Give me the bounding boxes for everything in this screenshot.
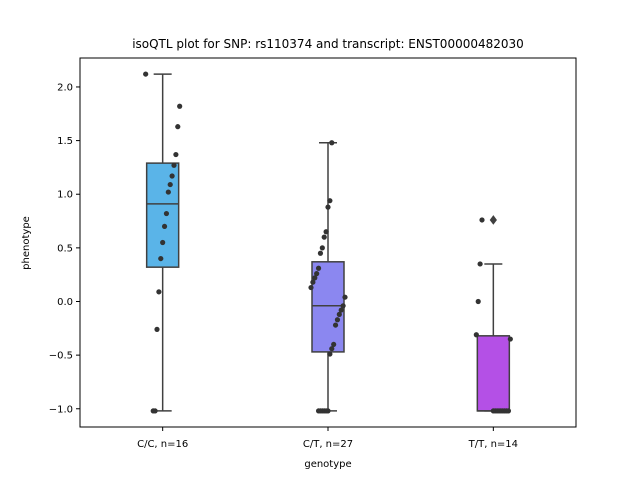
data-point bbox=[336, 311, 342, 317]
data-point bbox=[490, 408, 496, 414]
data-point bbox=[477, 261, 483, 267]
data-point bbox=[479, 217, 485, 223]
y-tick-label: −1.0 bbox=[49, 404, 73, 415]
y-tick-label: 0.5 bbox=[57, 243, 73, 254]
y-tick-label: 0.0 bbox=[57, 297, 73, 308]
data-point bbox=[158, 255, 164, 262]
x-tick-label: C/T, n=27 bbox=[303, 439, 353, 450]
data-point bbox=[161, 223, 168, 230]
chart-title: isoQTL plot for SNP: rs110374 and transc… bbox=[132, 37, 524, 51]
y-axis: −1.0 −0.5 0.0 0.5 1.0 1.5 2.0 bbox=[49, 82, 80, 415]
y-tick-label: 1.5 bbox=[57, 136, 73, 147]
points-layer bbox=[143, 71, 513, 414]
x-tick-label: T/T, n=14 bbox=[468, 439, 518, 450]
y-tick-label: −0.5 bbox=[49, 351, 73, 362]
data-point bbox=[171, 162, 177, 168]
data-point bbox=[154, 326, 160, 332]
data-point bbox=[308, 284, 314, 291]
data-point bbox=[169, 173, 175, 179]
box bbox=[145, 162, 180, 268]
data-point bbox=[314, 271, 320, 277]
data-point bbox=[312, 275, 318, 281]
data-point bbox=[315, 408, 322, 414]
data-point bbox=[331, 341, 337, 348]
data-point bbox=[329, 346, 335, 352]
data-point bbox=[340, 303, 346, 309]
data-point bbox=[317, 250, 324, 256]
data-point bbox=[143, 71, 149, 77]
data-point bbox=[473, 332, 479, 338]
data-point bbox=[310, 279, 316, 285]
data-point bbox=[319, 245, 325, 251]
y-axis-label: phenotype bbox=[21, 216, 32, 270]
data-point bbox=[507, 336, 513, 342]
data-point bbox=[327, 198, 333, 204]
data-point bbox=[156, 289, 162, 295]
outlier-marker bbox=[489, 215, 497, 225]
y-tick-label: 2.0 bbox=[57, 82, 73, 93]
x-tick-label: C/C, n=16 bbox=[137, 439, 188, 450]
boxes-layer bbox=[145, 73, 511, 412]
data-point bbox=[150, 408, 156, 414]
data-point bbox=[342, 294, 348, 300]
data-point bbox=[160, 239, 166, 246]
data-point bbox=[173, 151, 179, 158]
x-axis-label: genotype bbox=[304, 459, 351, 470]
data-point bbox=[475, 298, 481, 305]
box bbox=[476, 335, 511, 412]
data-point bbox=[175, 124, 181, 130]
data-point bbox=[323, 229, 329, 235]
data-point bbox=[163, 210, 170, 217]
data-point bbox=[177, 103, 183, 109]
data-point bbox=[315, 265, 322, 271]
y-tick-label: 1.0 bbox=[57, 190, 73, 201]
data-point bbox=[334, 317, 341, 323]
x-axis: C/C, n=16 C/T, n=27 T/T, n=14 bbox=[137, 427, 518, 450]
data-point bbox=[327, 351, 333, 357]
data-point bbox=[332, 322, 339, 328]
data-point bbox=[338, 307, 344, 313]
data-point bbox=[165, 189, 171, 195]
data-point bbox=[329, 140, 335, 146]
data-point bbox=[167, 181, 173, 188]
data-point bbox=[325, 204, 331, 210]
data-point bbox=[321, 234, 327, 240]
